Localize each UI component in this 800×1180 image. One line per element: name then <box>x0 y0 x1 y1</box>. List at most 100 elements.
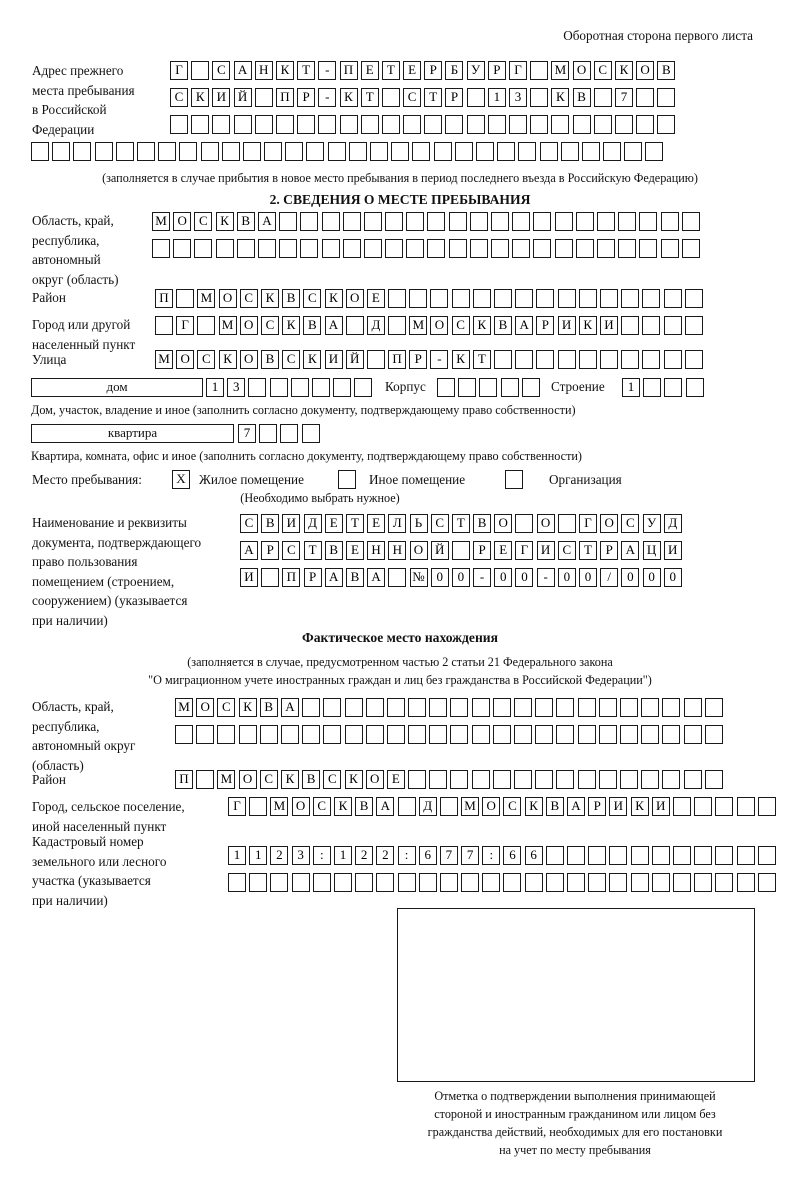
street-cell-19[interactable] <box>536 350 555 369</box>
prev-address-r3-cell-3[interactable] <box>212 115 231 134</box>
doc-r1-cell-1[interactable]: С <box>240 514 258 533</box>
act-city-cell-25[interactable] <box>736 797 755 816</box>
act-region-r2-cell-23[interactable] <box>641 725 660 744</box>
prev-address-r3-cell-10[interactable] <box>360 115 379 134</box>
prev-address-r3-cell-2[interactable] <box>191 115 210 134</box>
cadastral-r2-cell-7[interactable] <box>355 873 374 892</box>
street-cell-16[interactable]: Т <box>472 350 491 369</box>
prev-address-r2-cell-24[interactable] <box>657 88 676 107</box>
korpus-cells[interactable] <box>437 378 540 397</box>
doc-r3-cell-20[interactable]: 0 <box>642 568 661 587</box>
prev-address-r4-cell-4[interactable] <box>94 142 113 161</box>
street-cell-18[interactable] <box>515 350 534 369</box>
region-r2-cell-17[interactable] <box>491 239 509 258</box>
previous-address-row-3[interactable] <box>170 115 676 134</box>
city-cell-21[interactable]: К <box>578 316 597 335</box>
region-r1-cell-21[interactable] <box>575 212 594 231</box>
city-cell-26[interactable] <box>684 316 703 335</box>
korpus-cell-1[interactable] <box>437 378 455 397</box>
street-cell-24[interactable] <box>642 350 661 369</box>
cadastral-r1-cell-4[interactable]: 3 <box>291 846 310 865</box>
street-cell-22[interactable] <box>599 350 618 369</box>
prev-address-r1-cell-8[interactable]: - <box>318 61 337 80</box>
prev-address-r1-cell-10[interactable]: Е <box>360 61 379 80</box>
act-city-cell-1[interactable]: Г <box>228 797 246 816</box>
prev-address-r2-cell-17[interactable]: 3 <box>509 88 527 107</box>
region-r1-cell-8[interactable] <box>300 212 319 231</box>
stay-type-checkbox-residential[interactable]: X <box>172 470 190 489</box>
prev-address-r3-cell-1[interactable] <box>170 115 188 134</box>
cadastral-r1-cell-2[interactable]: 1 <box>249 846 268 865</box>
cadastral-r2-cell-26[interactable] <box>757 873 776 892</box>
act-city-cell-8[interactable]: А <box>376 797 395 816</box>
prev-address-r2-cell-5[interactable] <box>254 88 273 107</box>
district-cell-5[interactable]: С <box>239 289 258 308</box>
region-r2-cell-13[interactable] <box>406 239 425 258</box>
doc-r2-cell-15[interactable]: И <box>536 541 555 560</box>
region-r2-cell-24[interactable] <box>639 239 658 258</box>
region-r2-cell-16[interactable] <box>469 239 488 258</box>
act-region-r1-cell-5[interactable]: В <box>259 698 278 717</box>
act-district-cell-12[interactable] <box>408 770 427 789</box>
doc-r1-cell-4[interactable]: Д <box>303 514 322 533</box>
act-region-r1-cell-12[interactable] <box>408 698 427 717</box>
prev-address-r4-cell-12[interactable] <box>264 142 283 161</box>
flat-cell-3[interactable] <box>280 424 299 443</box>
act-region-r1-cell-14[interactable] <box>450 698 469 717</box>
doc-r2-cell-19[interactable]: А <box>621 541 640 560</box>
region-r1-cell-11[interactable] <box>363 212 382 231</box>
prev-address-r2-cell-16[interactable]: 1 <box>487 88 506 107</box>
prev-address-r4-cell-2[interactable] <box>52 142 71 161</box>
prev-address-r1-cell-17[interactable]: Г <box>509 61 527 80</box>
region-r1-cell-4[interactable]: К <box>215 212 234 231</box>
city-cell-9[interactable]: А <box>324 316 343 335</box>
prev-address-r1-cell-24[interactable]: В <box>657 61 676 80</box>
region-r2-cell-15[interactable] <box>448 239 467 258</box>
prev-address-r4-cell-6[interactable] <box>136 142 155 161</box>
prev-address-r3-cell-23[interactable] <box>636 115 655 134</box>
act-region-r2-cell-17[interactable] <box>514 725 532 744</box>
doc-r2-cell-16[interactable]: С <box>557 541 576 560</box>
prev-address-r3-cell-19[interactable] <box>551 115 570 134</box>
doc-r1-cell-16[interactable] <box>557 514 576 533</box>
act-region-r1-cell-8[interactable] <box>323 698 342 717</box>
act-district-cell-4[interactable]: О <box>238 770 257 789</box>
prev-address-r4-cell-30[interactable] <box>645 142 664 161</box>
act-region-r2-cell-18[interactable] <box>535 725 554 744</box>
prev-address-r4-cell-20[interactable] <box>433 142 452 161</box>
prev-address-r1-cell-23[interactable]: О <box>636 61 655 80</box>
street-cell-21[interactable] <box>578 350 597 369</box>
prev-address-r4-cell-9[interactable] <box>200 142 219 161</box>
street-cell-2[interactable]: О <box>176 350 195 369</box>
prev-address-r1-cell-14[interactable]: Б <box>445 61 464 80</box>
prev-address-r2-cell-13[interactable]: Т <box>424 88 443 107</box>
cadastral-r2-cell-4[interactable] <box>291 873 310 892</box>
doc-r2-cell-18[interactable]: Р <box>600 541 619 560</box>
cadastral-row-2[interactable] <box>228 873 776 892</box>
stroenie-cells[interactable]: 1 <box>622 378 704 397</box>
doc-r1-cell-2[interactable]: В <box>261 514 280 533</box>
act-city-cell-4[interactable]: О <box>291 797 310 816</box>
confirmation-stamp-box[interactable] <box>397 908 755 1082</box>
act-city-cell-22[interactable] <box>672 797 691 816</box>
district-cell-22[interactable] <box>599 289 618 308</box>
cadastral-r1-cell-25[interactable] <box>736 846 755 865</box>
cadastral-r1-cell-26[interactable] <box>757 846 776 865</box>
region-r1-cell-24[interactable] <box>639 212 658 231</box>
act-city-cell-9[interactable] <box>397 797 416 816</box>
act-region-r2-cell-11[interactable] <box>386 725 405 744</box>
act-city-cell-12[interactable]: М <box>461 797 480 816</box>
region-r2-cell-7[interactable] <box>279 239 298 258</box>
prev-address-r3-cell-4[interactable] <box>233 115 252 134</box>
act-city-cell-15[interactable]: К <box>524 797 543 816</box>
house-cell-1[interactable]: 1 <box>206 378 224 397</box>
stay-type-checkbox-organization[interactable] <box>505 470 523 489</box>
cadastral-r1-cell-19[interactable] <box>609 846 628 865</box>
cadastral-r2-cell-13[interactable] <box>482 873 501 892</box>
region-r1-cell-6[interactable]: А <box>257 212 276 231</box>
prev-address-r2-cell-12[interactable]: С <box>403 88 422 107</box>
